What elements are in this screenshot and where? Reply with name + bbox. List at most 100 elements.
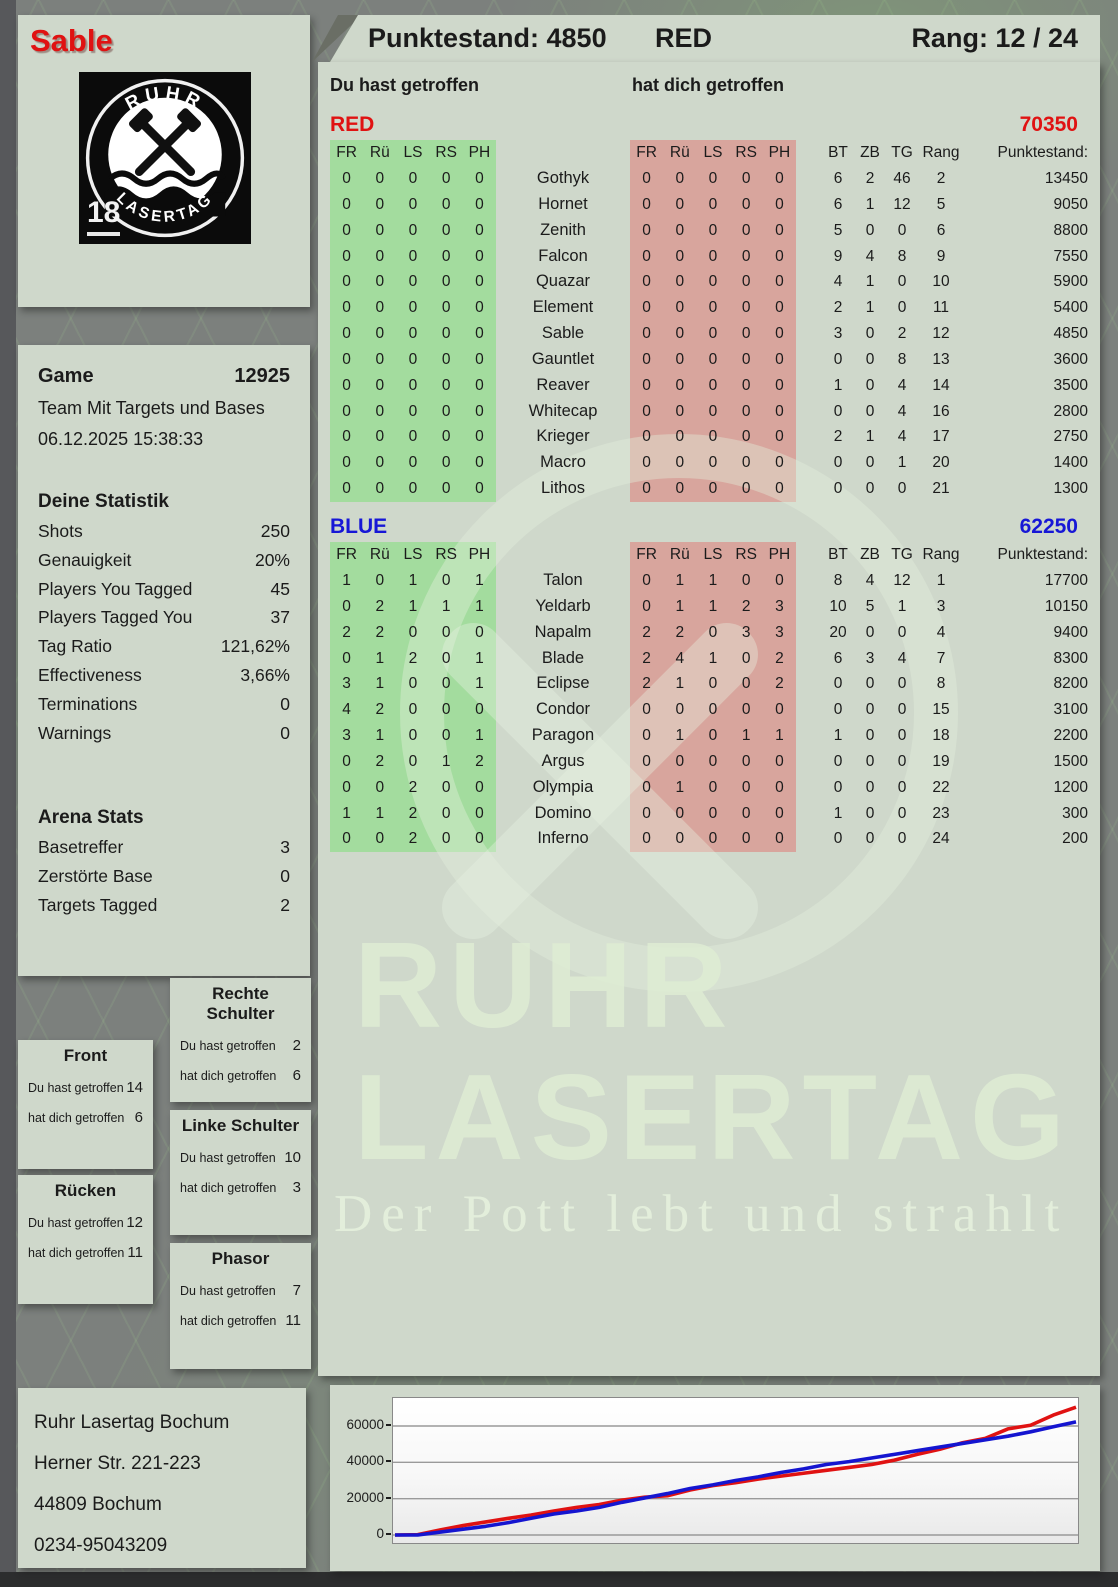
hit-cell: 0 [775,299,784,317]
hit-cell: 0 [441,571,451,589]
column-gap [796,620,822,646]
du-label: Du hast getroffen [180,1284,276,1298]
hit-cell: 2 [408,830,418,848]
hits-taken-cells: 0 0 0 0 0 [630,801,796,827]
stat-row: Basetreffer 3 [38,833,290,862]
player-name-cell: Olympia [532,777,594,796]
bodypart-box-phasor: Phasor Du hast getroffen 7 hat dich getro… [170,1243,311,1369]
stat-row: Terminations 0 [38,690,290,719]
hit-cell: 0 [675,804,685,822]
y-axis-tick-mark [386,1533,391,1535]
hit-cell: 0 [775,428,784,446]
stat-cell: 0 [833,454,843,472]
stat-cell: 21 [932,480,950,498]
hits-given-cells: 0 0 0 0 0 [330,269,496,295]
stat-cell: 2200 [1053,727,1088,745]
hit-cell: 1 [708,597,718,615]
player-name-cell: Lithos [540,479,586,498]
player-name-cell: Talon [543,570,583,589]
hit-cell: 2 [375,597,385,615]
team-section-red: RED 70350 FR Rü LS RS PH FR Rü LS RS PH BT ZB TG Rang Pu… [318,108,1100,503]
hits-given-cells: 0 0 0 0 0 [330,476,496,502]
hit-cell: 1 [675,597,685,615]
hit-cell: 0 [708,675,718,693]
stat-cell: 23 [932,804,950,822]
column-header: FR [636,144,657,161]
hit-cell: 0 [342,350,351,368]
table-row: 0 0 0 0 0 Macro 0 0 0 0 0 0 0 1 20 1400 [318,450,1100,476]
hit-cell: 0 [775,221,784,239]
game-label: Game [38,365,94,387]
hit-cell: 0 [642,195,651,213]
hit-cell: 0 [375,454,385,472]
stat-label: Zerstörte Base [38,866,153,887]
hit-cell: 0 [408,428,418,446]
name-column-spacer [496,542,630,568]
player-name: Sable [30,23,113,58]
stat-cell: 4850 [1053,325,1088,343]
hit-cell: 1 [475,597,484,615]
stat-cell: 3100 [1053,701,1088,719]
chart-plot-area [392,1397,1079,1544]
hit-cell: 1 [408,597,418,615]
stat-cell: 12 [893,571,911,589]
column-gap [796,568,822,594]
arena-stats-title: Arena Stats [38,807,144,829]
stat-cell: 1400 [1053,454,1088,472]
column-gap [796,671,822,697]
ruhr-lasertag-logo: RUHR LASERTAG 18 [79,72,251,244]
hit-cell: 0 [775,778,784,796]
table-row: 1 1 2 0 0 Domino 0 0 0 0 0 1 0 0 23 300 [318,801,1100,827]
row-left-pad [318,568,330,594]
column-header: Rang [922,545,960,563]
stat-cell: 9 [833,247,843,265]
hit-cell: 0 [441,170,451,187]
row-left-pad [318,723,330,749]
column-header: ZB [860,545,880,563]
hit-cell: 0 [741,701,751,719]
stat-cell: 3 [865,649,875,667]
hits-given-cells: 3 1 0 0 1 [330,723,496,749]
hit-cell: 0 [342,428,351,446]
hit-cell: 0 [708,752,718,770]
hits-given-cells: 1 1 2 0 0 [330,801,496,827]
row-left-pad [318,166,330,192]
hit-cell: 0 [475,247,484,265]
hit-cell: 0 [342,273,351,291]
du-value: 2 [292,1037,301,1054]
hit-cell: 0 [708,778,718,796]
hat-label: hat dich getroffen [28,1111,125,1125]
hit-cell: 0 [708,454,718,472]
hit-cell: 0 [441,247,451,265]
row-left-pad [318,321,330,347]
hit-cell: 0 [675,376,685,394]
hit-cell: 0 [775,350,784,368]
hit-cell: 0 [708,299,718,317]
stat-cell: 0 [897,623,907,641]
row-left-pad [318,671,330,697]
table-row: 2 2 0 0 0 Napalm 2 2 0 3 3 20 0 0 4 9400 [318,620,1100,646]
hits-given-label: Du hast getroffen [330,75,480,95]
du-value: 10 [284,1149,301,1166]
stat-cell: 0 [833,402,843,420]
stat-cell: 14 [932,376,950,394]
hit-cell: 0 [475,299,484,317]
hit-cell: 0 [342,402,351,420]
table-row: 1 0 1 0 1 Talon 0 1 1 0 0 8 4 12 1 17700 [318,568,1100,594]
hit-cell: 0 [475,701,484,719]
stat-cell: 18 [932,727,950,745]
hits-given-cells: 0 0 0 0 0 [330,166,496,192]
stat-cell: 6 [833,195,843,213]
table-row: 4 2 0 0 0 Condor 0 0 0 0 0 0 0 0 15 3100 [318,697,1100,723]
player-name-cell: Krieger [536,427,590,446]
table-row: 3 1 0 0 1 Eclipse 2 1 0 0 2 0 0 0 8 8200 [318,671,1100,697]
hit-cell: 1 [675,675,685,693]
hit-cell: 0 [741,221,751,239]
stat-cell: 0 [865,830,875,848]
stat-cell: 0 [897,675,907,693]
player-name-cell: Macro [540,453,586,472]
hit-cell: 1 [342,804,351,822]
hit-cell: 0 [408,299,418,317]
player-name-cell: Falcon [538,246,588,265]
player-name-cell: Argus [541,751,585,770]
